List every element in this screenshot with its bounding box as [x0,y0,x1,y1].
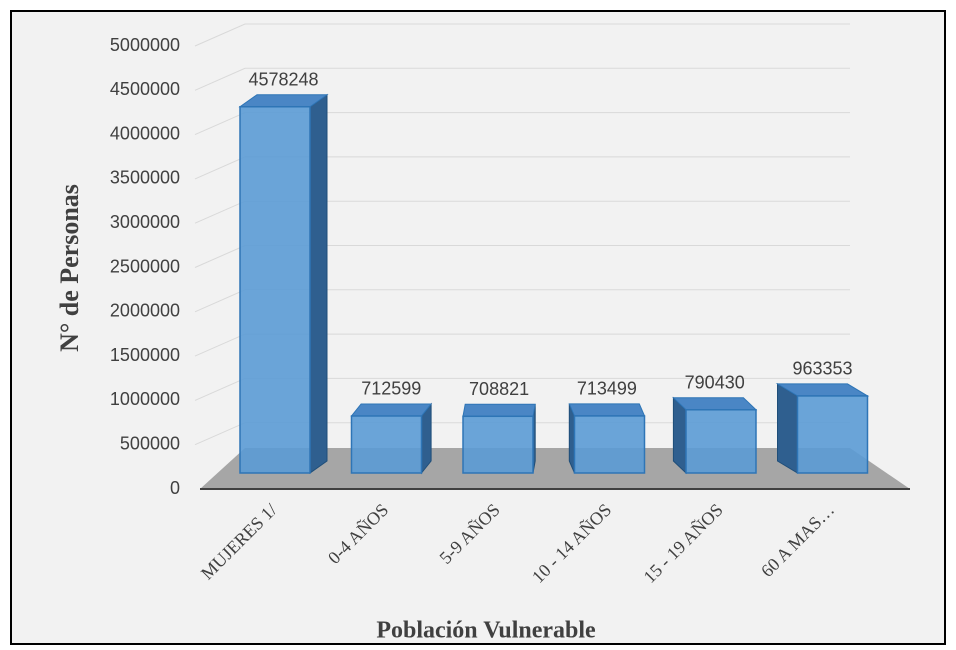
bar-front [350,415,423,474]
y-tick-label: 3500000 [110,168,180,188]
y-tick-label: 2500000 [110,256,180,276]
y-tick-label: 500000 [120,433,180,453]
bar-side [672,396,687,475]
bar-top [568,403,646,417]
y-tick-label: 4000000 [110,123,180,143]
bar-top [462,403,536,417]
bar-front [796,395,869,474]
y-axis-title: N° de Personas [55,184,84,352]
data-label: 712599 [361,379,421,399]
y-tick-label: 2000000 [110,301,180,321]
chart-frame [10,10,946,645]
grid-line [194,67,850,91]
bar-side [777,383,798,474]
y-tick-label: 1500000 [110,345,180,365]
data-label: 713499 [577,379,637,399]
bar-top [672,397,758,411]
y-tick-label: 3000000 [110,212,180,232]
bar-front [239,105,311,474]
bar [568,403,646,474]
bar-front [462,415,534,474]
bar [350,402,433,475]
bar-side [309,93,328,474]
x-axis-title: Población Vulnerable [376,618,596,644]
y-tick-label: 5000000 [110,35,180,55]
bar-top [350,403,433,417]
y-tick-label: 4500000 [110,79,180,99]
bar [462,403,536,474]
grid-line [194,23,850,47]
data-label: 790430 [685,373,745,393]
bar [775,383,870,474]
bar [672,396,758,475]
bar [238,93,329,474]
data-label: 963353 [792,359,852,379]
bar-front [685,409,757,474]
y-tick-label: 1000000 [110,389,180,409]
bar-front [573,415,646,474]
data-label: 4578248 [248,69,318,89]
y-tick-label: 0 [170,478,180,498]
data-label: 708821 [469,379,529,399]
